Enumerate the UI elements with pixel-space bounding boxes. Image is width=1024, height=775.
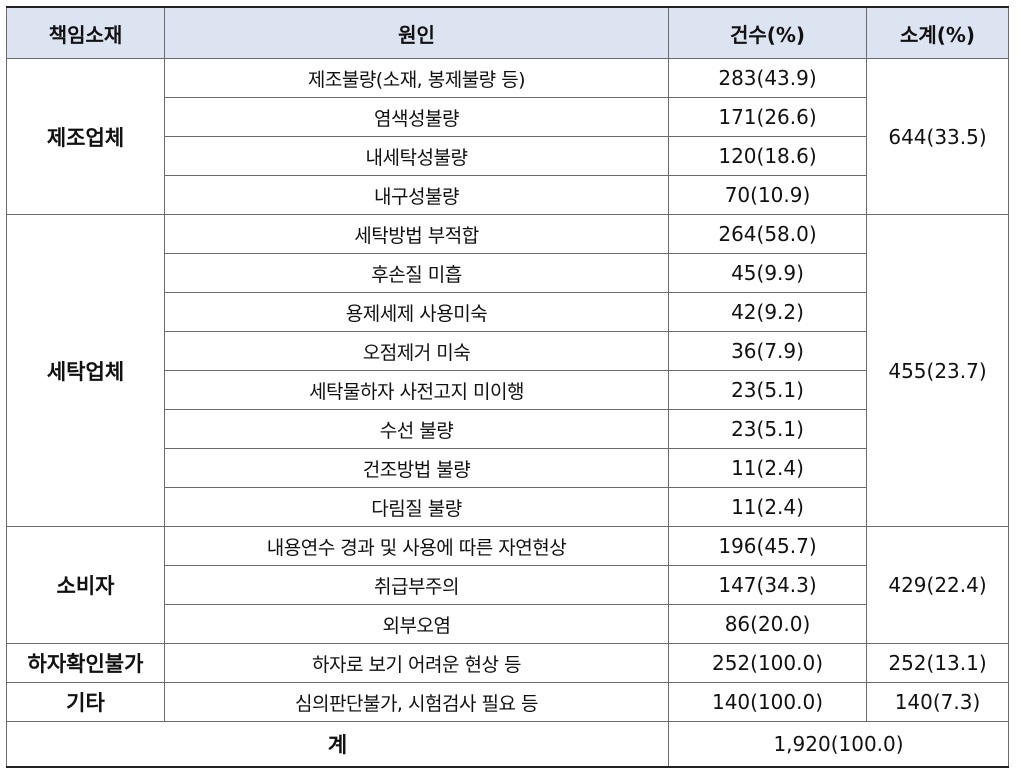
cause-cell: 내구성불량 <box>164 175 669 215</box>
count-cell: 11(2.4) <box>668 487 867 527</box>
header-count: 건수(%) <box>668 6 867 59</box>
category-cell: 기타 <box>6 682 165 722</box>
cause-cell: 하자로 보기 어려운 현상 등 <box>164 643 669 683</box>
count-cell: 120(18.6) <box>668 136 867 176</box>
total-row: 계 1,920(100.0) <box>6 721 1009 768</box>
count-cell: 252(100.0) <box>668 643 867 683</box>
subtotal-cell: 429(22.4) <box>866 526 1009 644</box>
total-value: 1,920(100.0) <box>668 721 1009 768</box>
count-cell: 171(26.6) <box>668 97 867 137</box>
cause-cell: 세탁방법 부적합 <box>164 214 669 254</box>
cause-cell: 제조불량(소재, 봉제불량 등) <box>164 58 669 98</box>
cause-cell: 용제세제 사용미숙 <box>164 292 669 332</box>
total-label: 계 <box>6 721 669 768</box>
table-row: 염색성불량 171(26.6) <box>7 97 1009 137</box>
cause-cell: 세탁물하자 사전고지 미이행 <box>164 370 669 410</box>
count-cell: 140(100.0) <box>668 682 867 722</box>
count-cell: 196(45.7) <box>668 526 867 566</box>
table-row: 취급부주의 147(34.3) <box>7 565 1009 605</box>
table-row: 내구성불량 70(10.9) <box>7 175 1009 215</box>
category-cell: 하자확인불가 <box>6 643 165 683</box>
responsibility-table: 책임소재 원인 건수(%) 소계(%) 제조업체 제조불량(소재, 봉제불량 등)… <box>6 6 1009 768</box>
subtotal-cell: 455(23.7) <box>866 214 1009 527</box>
cause-cell: 수선 불량 <box>164 409 669 449</box>
table-row: 오점제거 미숙 36(7.9) <box>7 331 1009 371</box>
count-cell: 36(7.9) <box>668 331 867 371</box>
header-row: 책임소재 원인 건수(%) 소계(%) <box>6 6 1009 59</box>
count-cell: 70(10.9) <box>668 175 867 215</box>
category-cell: 소비자 <box>6 526 165 644</box>
table-row: 외부오염 86(20.0) <box>7 604 1009 644</box>
category-cell: 제조업체 <box>6 58 165 215</box>
cause-cell: 다림질 불량 <box>164 487 669 527</box>
cause-cell: 외부오염 <box>164 604 669 644</box>
table-body: 제조업체 제조불량(소재, 봉제불량 등) 283(43.9) 644(33.5) 염색… <box>6 58 1009 768</box>
count-cell: 42(9.2) <box>668 292 867 332</box>
table-row: 하자확인불가 하자로 보기 어려운 현상 등 252(100.0) 252(13.1) <box>6 643 1009 683</box>
count-cell: 283(43.9) <box>668 58 867 98</box>
cause-cell: 내용연수 경과 및 사용에 따른 자연현상 <box>164 526 669 566</box>
subtotal-cell: 644(33.5) <box>866 58 1009 215</box>
count-cell: 23(5.1) <box>668 370 867 410</box>
header-subtotal: 소계(%) <box>866 6 1009 59</box>
header-cause: 원인 <box>164 6 669 59</box>
header-responsibility: 책임소재 <box>6 6 165 59</box>
table-row: 소비자 내용연수 경과 및 사용에 따른 자연현상 196(45.7) 429(22.… <box>6 526 1009 644</box>
count-cell: 264(58.0) <box>668 214 867 254</box>
cause-cell: 건조방법 불량 <box>164 448 669 488</box>
cause-cell: 심의판단불가, 시험검사 필요 등 <box>164 682 669 722</box>
cause-cell: 오점제거 미숙 <box>164 331 669 371</box>
count-cell: 23(5.1) <box>668 409 867 449</box>
count-cell: 86(20.0) <box>668 604 867 644</box>
count-cell: 11(2.4) <box>668 448 867 488</box>
table-row: 기타 심의판단불가, 시험검사 필요 등 140(100.0) 140(7.3) <box>6 682 1009 722</box>
table-row: 내세탁성불량 120(18.6) <box>7 136 1009 176</box>
count-cell: 45(9.9) <box>668 253 867 293</box>
table-row: 제조업체 제조불량(소재, 봉제불량 등) 283(43.9) 644(33.5) <box>6 58 1009 215</box>
cause-cell: 염색성불량 <box>164 97 669 137</box>
table-row: 세탁업체 세탁방법 부적합 264(58.0) 455(23.7) <box>6 214 1009 527</box>
table-row: 세탁물하자 사전고지 미이행 23(5.1) <box>7 370 1009 410</box>
subtotal-cell: 140(7.3) <box>866 682 1009 722</box>
cause-cell: 취급부주의 <box>164 565 669 605</box>
subtotal-cell: 252(13.1) <box>866 643 1009 683</box>
table-row: 다림질 불량 11(2.4) <box>7 487 1009 527</box>
count-cell: 147(34.3) <box>668 565 867 605</box>
table-row: 건조방법 불량 11(2.4) <box>7 448 1009 488</box>
table-row: 수선 불량 23(5.1) <box>7 409 1009 449</box>
cause-cell: 내세탁성불량 <box>164 136 669 176</box>
category-cell: 세탁업체 <box>6 214 165 527</box>
cause-cell: 후손질 미흡 <box>164 253 669 293</box>
